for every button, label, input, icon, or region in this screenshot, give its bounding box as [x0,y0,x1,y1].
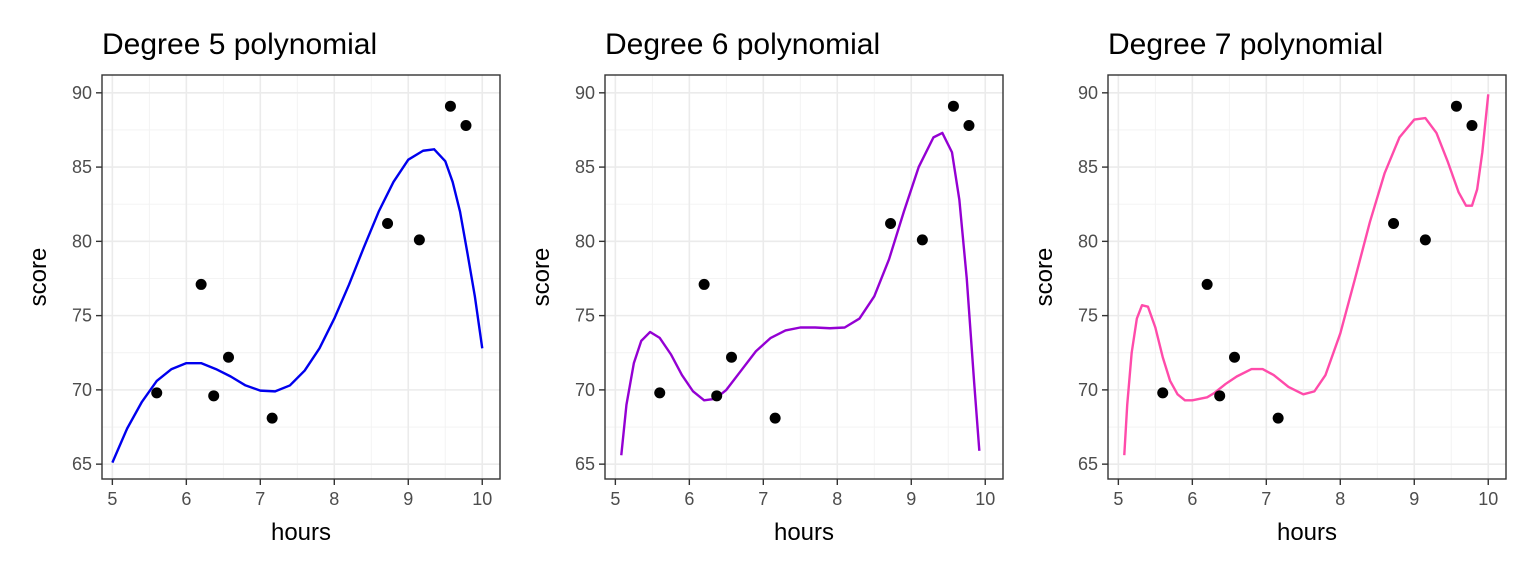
chart-panel-1: 5 6 7 8 9 10 65 70 75 80 85 90 Degree 5 polynomial ho… [25,28,501,546]
data-point [1272,412,1284,424]
x-axis-title: hours [774,519,834,546]
x-tick-label: 8 [1335,489,1345,509]
data-point [654,387,666,399]
y-tick-label: 80 [72,231,92,251]
y-tick-label: 85 [575,157,595,177]
data-point [916,234,928,246]
data-point [195,278,207,290]
y-tick-label: 90 [1078,83,1098,103]
y-tick-label: 65 [1078,454,1098,474]
y-axis-title: score [528,248,555,307]
data-point [382,218,394,230]
chart-panel-2: 5 6 7 8 9 10 65 70 75 80 85 90 Degree 6 polynomial ho… [528,28,1004,546]
panel-border [101,74,501,480]
data-point [947,100,959,112]
panel-border [1107,74,1507,480]
x-tick-label: 6 [1187,489,1197,509]
x-tick-label: 9 [1409,489,1419,509]
y-tick-label: 85 [72,157,92,177]
x-tick-label: 8 [329,489,339,509]
x-tick-label: 9 [403,489,413,509]
data-point [1450,100,1462,112]
data-point [266,412,278,424]
x-tick-label: 6 [684,489,694,509]
data-point [698,278,710,290]
y-axis-title: score [1031,248,1058,307]
data-point [711,390,723,402]
x-axis-title: hours [271,519,331,546]
fit-curve-series [620,131,981,456]
x-tick-label: 10 [472,489,492,509]
data-point [1388,218,1400,230]
data-point [1157,387,1169,399]
y-tick-label: 85 [1078,157,1098,177]
chart-title: Degree 6 polynomial [605,28,880,61]
data-point [1214,390,1226,402]
x-tick-label: 5 [610,489,620,509]
y-tick-label: 65 [72,454,92,474]
x-tick-label: 7 [758,489,768,509]
y-tick-label: 75 [575,306,595,326]
y-tick-label: 70 [1078,380,1098,400]
y-tick-label: 70 [72,380,92,400]
data-point [726,351,738,363]
x-tick-label: 6 [181,489,191,509]
data-point [208,390,220,402]
data-point [885,218,897,230]
chart-title: Degree 5 polynomial [102,28,377,61]
x-tick-label: 10 [975,489,995,509]
x-tick-label: 10 [1478,489,1498,509]
data-point [444,100,456,112]
data-point [769,412,781,424]
x-axis-title: hours [1277,519,1337,546]
data-point [1419,234,1431,246]
y-tick-label: 80 [575,231,595,251]
fit-curve-series [1123,94,1490,456]
x-tick-label: 7 [1261,489,1271,509]
data-point [413,234,425,246]
y-tick-label: 80 [1078,231,1098,251]
y-tick-label: 75 [72,306,92,326]
data-point [223,351,235,363]
panel-border [604,74,1004,480]
y-tick-label: 90 [72,83,92,103]
y-axis-title: score [25,248,52,307]
chart-panel-3: 5 6 7 8 9 10 65 70 75 80 85 90 Degree 7 polynomial ho… [1031,28,1507,546]
y-tick-label: 70 [575,380,595,400]
data-point [151,387,163,399]
x-tick-label: 9 [906,489,916,509]
data-point [1229,351,1241,363]
y-tick-label: 90 [575,83,595,103]
y-tick-label: 65 [575,454,595,474]
fit-curve-series [111,148,484,464]
y-tick-label: 75 [1078,306,1098,326]
chart-title: Degree 7 polynomial [1108,28,1383,61]
x-tick-label: 5 [107,489,117,509]
data-point [963,120,975,131]
x-tick-label: 5 [1113,489,1123,509]
x-tick-label: 7 [255,489,265,509]
data-point [1466,120,1478,131]
data-point [460,120,472,131]
x-tick-label: 8 [832,489,842,509]
data-point [1201,278,1213,290]
